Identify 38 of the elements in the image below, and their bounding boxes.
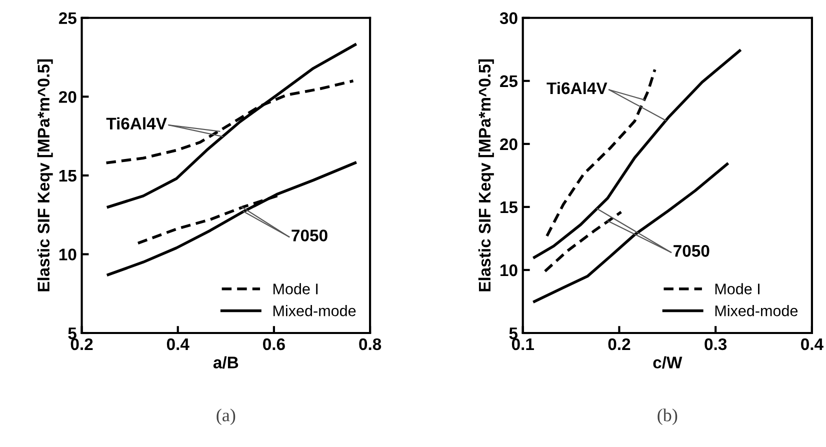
y-tick-label: 5 xyxy=(509,328,518,340)
legend-label: Mixed-mode xyxy=(715,305,798,316)
x-tick-label: 0.6 xyxy=(263,338,285,350)
x-axis-title: c/W xyxy=(653,356,682,369)
y-tick-label: 25 xyxy=(500,75,518,88)
legend-label: Mixed-mode xyxy=(274,305,356,316)
y-tick-label: 15 xyxy=(500,202,518,214)
text: (b) xyxy=(658,408,678,426)
y-tick-label: 10 xyxy=(500,264,518,276)
annotation: 7050 xyxy=(292,230,328,242)
legend-label: Mode I xyxy=(274,283,318,294)
y-tick-label: 10 xyxy=(59,248,76,260)
y-tick-label: 25 xyxy=(58,12,76,24)
x-tick-label: 0.2 xyxy=(608,338,630,350)
y-tick-label: 20 xyxy=(58,91,76,103)
y-tick-label: 5 xyxy=(68,328,76,340)
x-tick-label: 0.1 xyxy=(512,338,534,350)
y-axis-title: Elastic SIF Keqv [MPa*m^0.5] xyxy=(37,59,53,292)
x-tick-label: 0.3 xyxy=(704,338,727,350)
annotation: 7050 xyxy=(674,245,710,257)
x-tick-label: 0.4 xyxy=(801,338,824,350)
x-axis-title: a/B xyxy=(213,356,238,369)
y-axis-title: Elastic SIF Keqv [MPa*m^0.5] xyxy=(478,59,494,292)
line-series xyxy=(544,210,623,273)
annotation: Ti6Al4V xyxy=(106,117,167,130)
y-tick-label: 15 xyxy=(59,170,76,182)
line-series xyxy=(546,68,656,238)
y-tick-label: 20 xyxy=(500,138,518,150)
legend-label: Mode I xyxy=(715,283,760,294)
line-series xyxy=(106,161,357,276)
x-tick-label: 0.2 xyxy=(70,338,93,350)
y-tick-label: 30 xyxy=(500,12,518,24)
annotation: Ti6Al4V xyxy=(546,82,608,94)
x-tick-label: 0.4 xyxy=(166,338,190,350)
text: (a) xyxy=(216,408,236,426)
line-series xyxy=(533,49,742,259)
x-tick-label: 0.8 xyxy=(359,338,382,350)
line-series xyxy=(106,43,357,208)
